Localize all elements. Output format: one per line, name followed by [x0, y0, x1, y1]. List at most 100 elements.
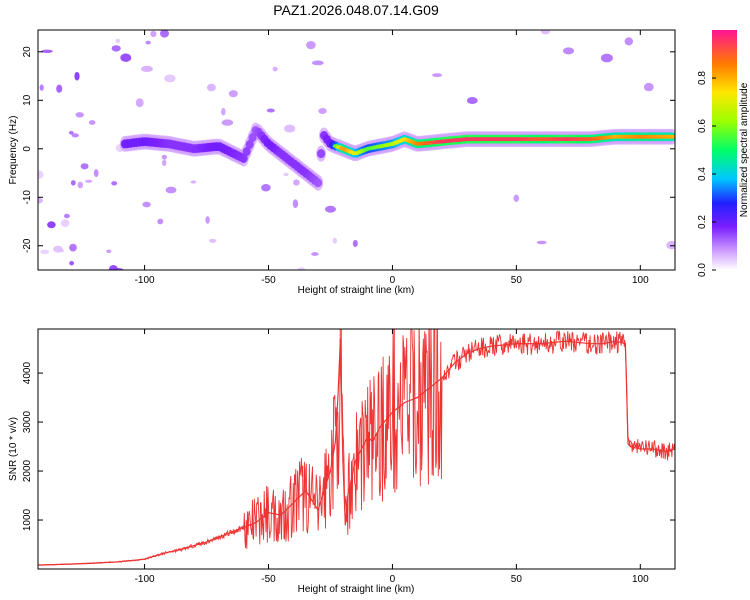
noise-blob [318, 108, 327, 114]
snr-data-point [466, 352, 468, 355]
colorbar-tick-label: 0.4 [697, 167, 708, 181]
noise-blob [38, 170, 44, 179]
noise-blob [39, 84, 44, 91]
snr-frame [37, 328, 676, 570]
noise-blob [161, 154, 167, 160]
snr-data-point [391, 411, 393, 413]
ridge-band [245, 140, 254, 149]
snr-data-point [344, 524, 346, 526]
x-tick-label: 100 [632, 574, 649, 585]
x-tick-label: -100 [135, 275, 155, 286]
noise-blob [325, 205, 336, 213]
noise-blob [157, 218, 164, 225]
snr-data-point [230, 531, 232, 533]
noise-blob [332, 237, 337, 244]
y-tick-label: 1000 [22, 508, 33, 531]
snr-data-point [339, 338, 341, 340]
x-tick-label: -50 [261, 275, 276, 286]
snr-data-point [280, 514, 282, 516]
noise-blob [205, 216, 210, 224]
noise-blob [77, 181, 84, 189]
snr-data-point [491, 345, 493, 347]
snr-data-point [441, 377, 443, 379]
colorbar-tick-label: 0.8 [697, 71, 708, 85]
noise-blob [311, 252, 319, 256]
snr-data-point [664, 450, 666, 452]
noise-blob [283, 172, 289, 177]
snr-data-point [181, 548, 183, 551]
noise-blob [150, 30, 157, 38]
snr-data-point [639, 448, 641, 450]
noise-blob [513, 194, 520, 202]
noise-blob [312, 60, 324, 66]
snr-data-point [379, 426, 381, 428]
noise-blob [120, 53, 132, 62]
snr-x-ticks: -100 -50 0 50 100 [135, 329, 649, 585]
noise-blob [141, 65, 153, 72]
x-tick-label: -100 [135, 574, 155, 585]
colorbar-tick-label: 0.6 [697, 119, 708, 133]
snr-data-point [602, 343, 604, 345]
snr-data-point [205, 541, 208, 543]
snr-data-point [565, 340, 567, 342]
noise-blob [432, 73, 443, 77]
noise-blob [41, 49, 53, 53]
y-tick-label: 20 [22, 46, 33, 58]
noise-blob [562, 47, 575, 55]
noise-blob [75, 112, 84, 118]
snr-y-label: SNR (10 * v/v) [8, 417, 19, 481]
snr-data-point [267, 512, 270, 514]
colorbar-tick-label: 0.2 [697, 215, 708, 229]
snr-y-ticks: 1000 2000 3000 4000 [22, 362, 675, 531]
y-tick-label: 0 [22, 146, 33, 152]
snr-panel: -100 -50 0 50 100 1000 2000 3000 4000 Height of… [8, 328, 676, 595]
noise-blob [142, 201, 151, 208]
noise-blob [74, 71, 80, 81]
noise-blob [209, 238, 217, 243]
x-tick-label: 50 [511, 275, 523, 286]
ridge-band [239, 154, 248, 163]
noise-blob [600, 53, 613, 63]
noise-blob [165, 186, 177, 194]
y-tick-label: 4000 [22, 362, 33, 385]
noise-blob [352, 239, 358, 248]
x-tick-label: 50 [511, 574, 523, 585]
ridge-band [317, 149, 326, 159]
noise-blob [666, 241, 675, 250]
noise-blob [135, 98, 144, 108]
snr-data-point [614, 340, 617, 342]
noise-blob [466, 97, 478, 104]
snr-data-point [629, 446, 632, 448]
spectrogram-y-ticks: -20 -10 0 10 20 [22, 46, 675, 253]
noise-blob [69, 261, 74, 266]
snr-data-point [243, 526, 245, 529]
ridge-band [314, 178, 323, 188]
colorbar-label: Normalized spectral amplitude [739, 82, 750, 217]
x-tick-label: 0 [390, 574, 396, 585]
noise-blob [106, 249, 112, 253]
snr-data-point [652, 448, 654, 450]
spectrogram-x-label: Height of straight line (km) [298, 285, 415, 296]
snr-data-point [292, 502, 294, 504]
spectrogram-y-label: Frequency (Hz) [8, 116, 19, 185]
noise-blob [40, 249, 50, 254]
spectrogram-frame [37, 29, 676, 271]
noise-blob [540, 30, 551, 35]
snr-data-point [624, 343, 627, 345]
noise-blob [221, 107, 226, 116]
noise-blob [111, 45, 121, 52]
snr-data-point [478, 348, 480, 350]
noise-blob [38, 197, 43, 204]
noise-blob [68, 130, 74, 135]
noise-blob [80, 163, 89, 170]
noise-blob [88, 120, 96, 125]
noise-blob [60, 219, 70, 228]
ridge-band [248, 133, 257, 142]
noise-blob [536, 240, 547, 245]
noise-blob [56, 84, 63, 93]
y-tick-label: 2000 [22, 459, 33, 482]
y-tick-label: -10 [22, 190, 33, 205]
snr-data-point [337, 397, 339, 399]
